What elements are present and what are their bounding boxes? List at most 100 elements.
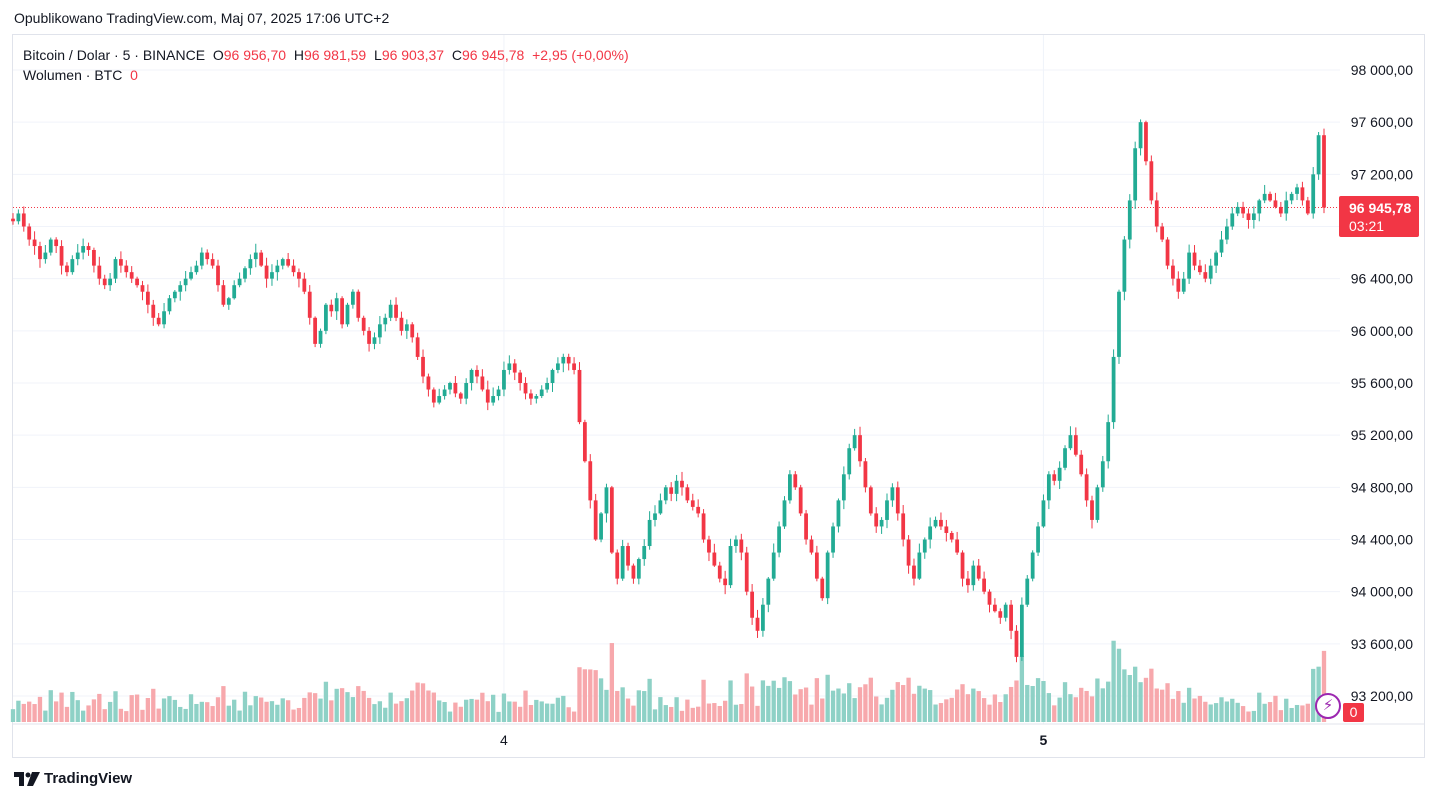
- lightning-icon[interactable]: ⚡: [1315, 693, 1341, 719]
- volume-bar: [890, 689, 895, 722]
- candle-body: [410, 324, 415, 338]
- volume-bar: [1079, 687, 1084, 722]
- volume-bar: [59, 692, 64, 722]
- volume-bar: [1041, 681, 1046, 722]
- candle-body: [302, 278, 307, 292]
- candle-body: [226, 298, 231, 305]
- volume-bar: [1149, 668, 1154, 722]
- volume-bar: [366, 697, 372, 722]
- candle-body: [437, 396, 442, 403]
- high-label: H: [293, 47, 304, 63]
- candle-body: [140, 285, 145, 292]
- volume-bar: [1008, 686, 1014, 722]
- candle-body: [653, 513, 657, 520]
- candle-body: [566, 356, 571, 364]
- volume-bar: [658, 697, 663, 722]
- candle-body: [761, 604, 765, 631]
- candle-body: [868, 487, 873, 514]
- candle-body: [599, 513, 603, 540]
- candle-body: [1036, 526, 1040, 553]
- volume-bar: [512, 701, 517, 722]
- volume-bar: [431, 692, 436, 722]
- volume-bar: [1003, 694, 1008, 722]
- candle-body: [507, 363, 512, 370]
- candle-body: [340, 298, 344, 325]
- candle-body: [1003, 604, 1008, 618]
- candle-body: [901, 513, 906, 540]
- candle-body: [512, 363, 517, 373]
- volume-bar: [852, 698, 857, 722]
- volume-bar: [1240, 706, 1246, 722]
- y-tick-label: 98 000,00: [1351, 62, 1413, 78]
- volume-bar: [167, 696, 172, 722]
- volume-bar: [857, 687, 863, 722]
- candle-body: [674, 480, 679, 494]
- candle-body: [593, 500, 598, 540]
- volume-bar: [1019, 655, 1025, 722]
- volume-bar: [296, 707, 302, 722]
- volume-bar: [1305, 703, 1310, 722]
- candle-body: [1235, 206, 1240, 214]
- volume-bar: [145, 698, 151, 722]
- candle-body: [259, 252, 264, 266]
- tradingview-footer[interactable]: TradingView: [14, 770, 132, 787]
- volume-bar: [609, 643, 615, 722]
- volume-bar: [129, 695, 134, 722]
- volume-bar: [642, 691, 647, 722]
- candle-body: [1198, 265, 1202, 273]
- candle-body: [415, 337, 420, 357]
- y-tick-label: 93 200,00: [1351, 688, 1413, 704]
- candle-body: [1009, 604, 1013, 631]
- candle-body: [232, 285, 237, 299]
- candle-body: [955, 539, 960, 553]
- volume-bar: [124, 711, 129, 722]
- candle-body: [1122, 239, 1127, 292]
- volume-bar: [210, 706, 215, 722]
- symbol-label[interactable]: Bitcoin / Dolar · 5 · BINANCE: [23, 47, 206, 63]
- volume-bar: [712, 703, 717, 722]
- candle-body: [485, 389, 490, 403]
- candle-body: [480, 376, 485, 390]
- published-caption: Opublikowano TradingView.com, Maj 07, 20…: [14, 10, 390, 26]
- volume-bar: [1030, 686, 1035, 722]
- candle-body: [1289, 193, 1294, 201]
- candle-body: [1257, 200, 1262, 214]
- candle-body: [1025, 578, 1030, 605]
- candle-body: [399, 317, 404, 331]
- candle-body: [885, 500, 889, 520]
- candle-body: [971, 565, 976, 586]
- candle-body: [291, 265, 296, 273]
- volume-bar: [27, 701, 32, 722]
- candle-body: [210, 259, 215, 266]
- candle-body: [1030, 552, 1035, 579]
- volume-bar: [1219, 697, 1224, 722]
- volume-bar: [884, 697, 890, 722]
- candle-body: [65, 265, 69, 273]
- volume-label[interactable]: Wolumen · BTC: [23, 67, 123, 83]
- chart-frame[interactable]: [12, 34, 1425, 758]
- candle-body: [782, 500, 787, 527]
- volume-bar: [312, 693, 318, 722]
- candle-body: [97, 265, 102, 279]
- volume-bar: [393, 703, 399, 722]
- volume-bar: [334, 688, 339, 722]
- bar-countdown: 03:21: [1349, 218, 1385, 234]
- volume-bar: [625, 698, 631, 722]
- volume-bar: [647, 678, 652, 722]
- candle-body: [939, 519, 943, 527]
- candle-body: [377, 324, 382, 338]
- close-value: 96 945,78: [462, 47, 525, 63]
- volume-bar: [356, 686, 361, 722]
- volume-bar: [588, 669, 593, 722]
- volume-bar: [620, 687, 625, 722]
- candle-body: [135, 278, 139, 286]
- volume-bar: [269, 701, 275, 722]
- candle-body: [81, 246, 86, 253]
- candle-body: [1041, 500, 1046, 527]
- candle-body: [750, 591, 755, 618]
- candle-body: [216, 265, 220, 286]
- candle-body: [442, 389, 447, 397]
- volume-bar: [253, 696, 258, 722]
- candle-body: [631, 565, 636, 579]
